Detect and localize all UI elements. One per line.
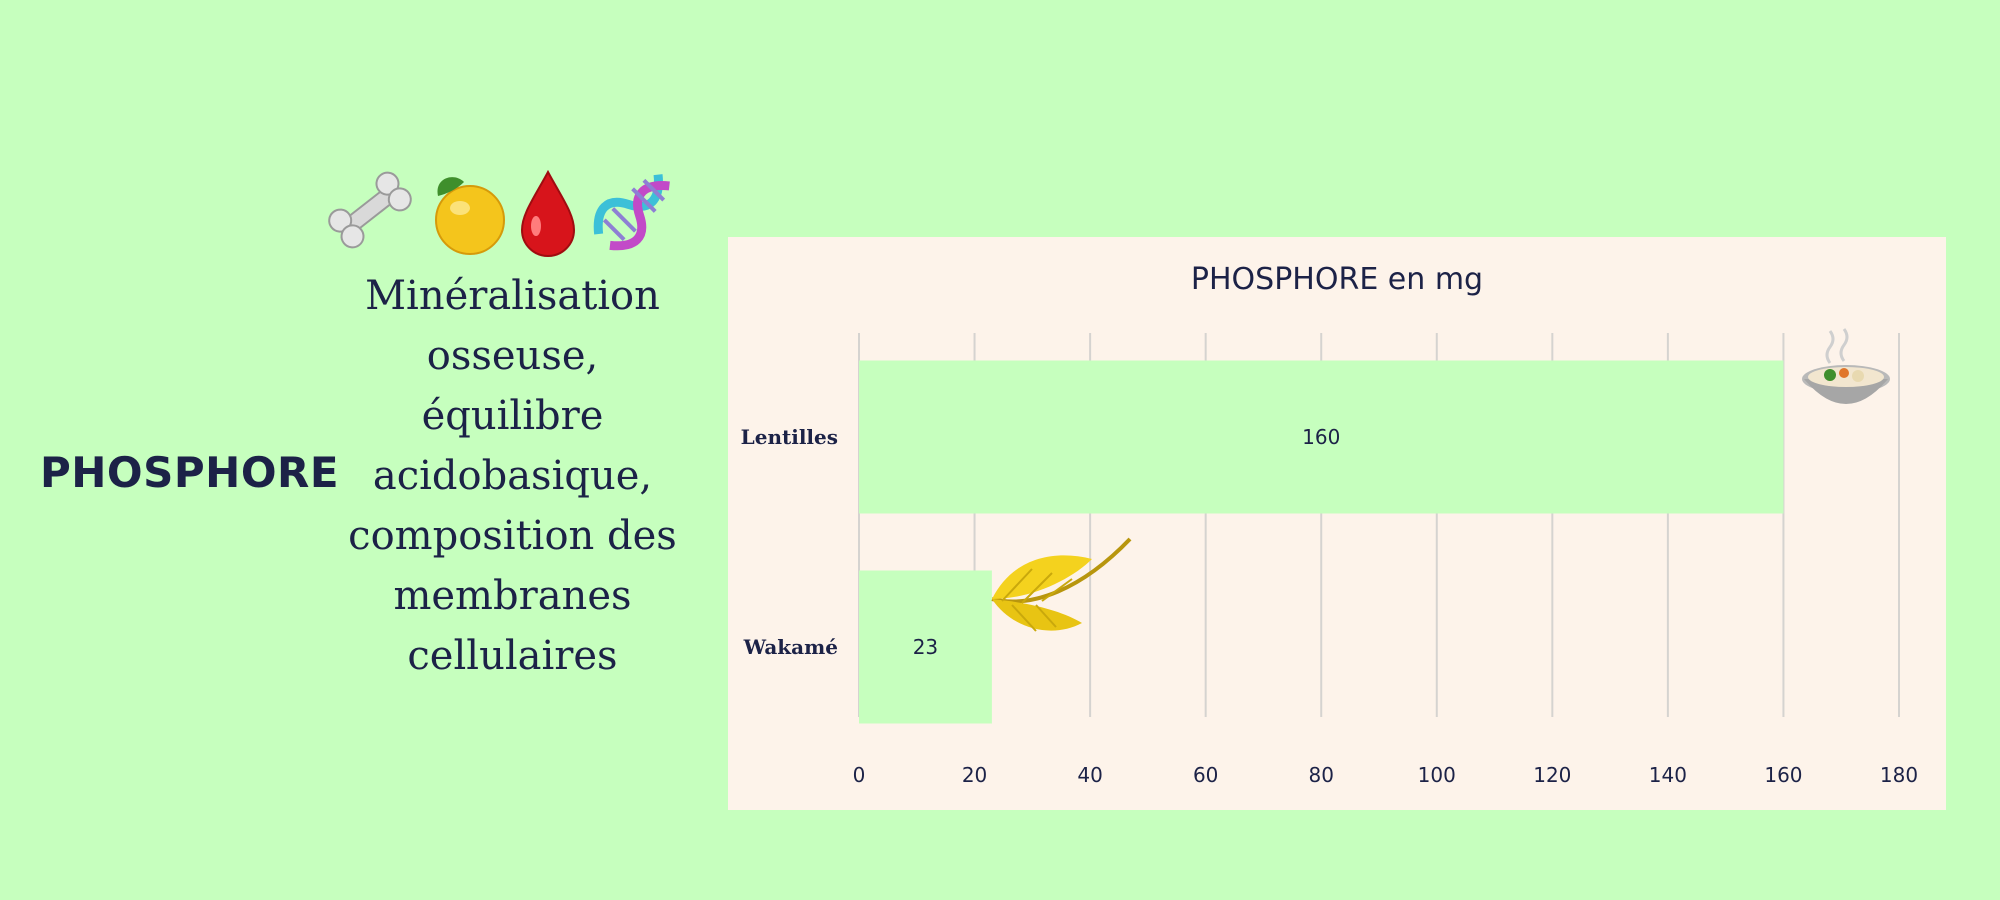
bar [859, 360, 1784, 514]
x-tick-label: 140 [1649, 763, 1687, 787]
x-tick-label: 100 [1418, 763, 1456, 787]
icon-row [320, 162, 682, 258]
nutrient-label: PHOSPHORE [40, 448, 340, 497]
dna-icon [593, 174, 670, 251]
x-tick-label: 40 [1077, 763, 1102, 787]
seaweed-icon [991, 537, 1132, 632]
category-label: Wakamé [743, 635, 838, 659]
x-tick-label: 120 [1533, 763, 1571, 787]
x-tick-label: 180 [1880, 763, 1918, 787]
bar [859, 570, 992, 724]
bone-icon [328, 171, 412, 249]
x-tick-label: 60 [1193, 763, 1218, 787]
nutrient-description: Minéralisation osseuse, équilibre acidob… [348, 273, 677, 679]
data-label: 23 [913, 635, 938, 659]
blood-drop-icon [520, 169, 576, 257]
lemon-icon [435, 177, 505, 255]
x-tick-label: 80 [1308, 763, 1333, 787]
data-label: 160 [1302, 425, 1340, 449]
bar-chart: PHOSPHORE en mg 0 20 40 60 80 100 120 140 160 180… [741, 262, 1918, 787]
chart-card: PHOSPHORE en mg 0 20 40 60 80 100 120 140 160 180… [728, 237, 1946, 810]
category-label: Lentilles [741, 425, 838, 449]
soup-bowl-icon [1802, 328, 1890, 404]
x-tick-label: 0 [853, 763, 866, 787]
chart-title: PHOSPHORE en mg [1191, 262, 1483, 297]
x-tick-label: 160 [1764, 763, 1802, 787]
x-tick-label: 20 [962, 763, 987, 787]
